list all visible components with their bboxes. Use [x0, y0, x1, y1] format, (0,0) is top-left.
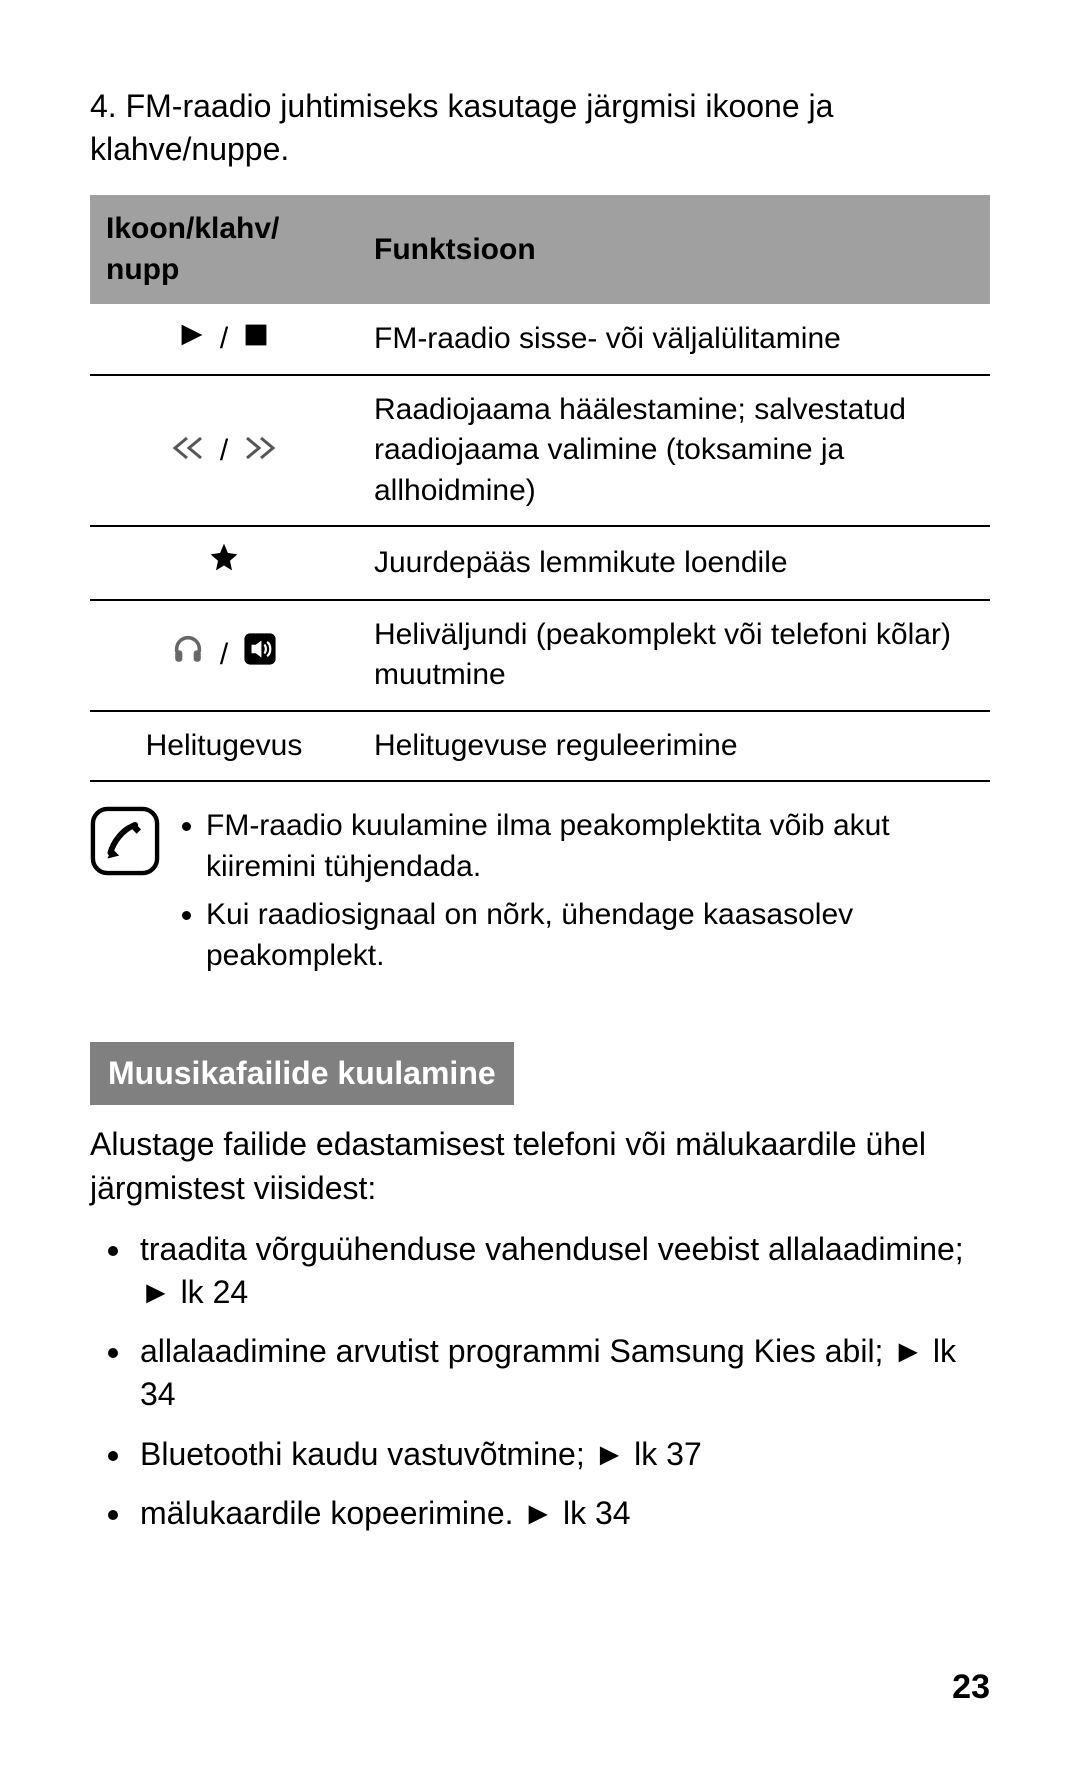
function-table: Ikoon/klahv/ nupp Funktsioon / FM-raadio…: [90, 195, 990, 782]
page-number: 23: [952, 1665, 990, 1711]
note-list: FM-raadio kuulamine ilma peakomplektita …: [182, 806, 990, 984]
func-text: Juurdepääs lemmikute loendile: [358, 526, 990, 600]
forward-icon: [243, 431, 277, 472]
section-bullets: traadita võrguühenduse vahendusel veebis…: [90, 1228, 990, 1535]
note-icon: [90, 806, 160, 876]
separator: /: [220, 322, 237, 355]
th-icon: Ikoon/klahv/ nupp: [90, 195, 358, 304]
separator: /: [220, 434, 237, 467]
separator: /: [220, 638, 237, 671]
func-text: FM-raadio sisse- või väljalülitamine: [358, 304, 990, 374]
table-row: Juurdepääs lemmikute loendile: [90, 526, 990, 600]
note-item: FM-raadio kuulamine ilma peakomplektita …: [206, 806, 990, 887]
star-icon: [208, 541, 240, 585]
th-func: Funktsioon: [358, 195, 990, 304]
note-box: FM-raadio kuulamine ilma peakomplektita …: [90, 806, 990, 984]
table-row: Helitugevus Helitugevuse reguleerimine: [90, 711, 990, 782]
table-row: / Raadiojaama häälestamine; salvestatud …: [90, 375, 990, 527]
func-text: Helitugevuse reguleerimine: [358, 711, 990, 782]
list-item: Bluetoothi kaudu vastuvõtmine; ► lk 37: [134, 1433, 990, 1476]
intro-paragraph: 4. FM-raadio juhtimiseks kasutage järgmi…: [90, 85, 990, 171]
list-item: mälukaardile kopeerimine. ► lk 34: [134, 1492, 990, 1535]
func-text: Heliväljundi (peakomplekt või telefoni k…: [358, 600, 990, 711]
table-row: / Heliväljundi (peakomplekt või telefoni…: [90, 600, 990, 711]
note-item: Kui raadiosignaal on nõrk, ühendage kaas…: [206, 895, 990, 976]
stop-icon: [243, 319, 269, 360]
table-row: / FM-raadio sisse- või väljalülitamine: [90, 304, 990, 374]
headphones-icon: [171, 632, 205, 678]
speaker-icon: [243, 632, 277, 678]
rewind-icon: [171, 431, 205, 472]
intro-text: 4. FM-raadio juhtimiseks kasutage järgmi…: [90, 88, 833, 167]
list-item: allalaadimine arvutist programmi Samsung…: [134, 1330, 990, 1416]
play-icon: [179, 319, 205, 360]
section-title: Muusikafailide kuulamine: [90, 1042, 514, 1105]
list-item: traadita võrguühenduse vahendusel veebis…: [134, 1228, 990, 1314]
row-label: Helitugevus: [90, 711, 358, 782]
section-paragraph: Alustage failide edastamisest telefoni v…: [90, 1123, 990, 1209]
func-text: Raadiojaama häälestamine; salvestatud ra…: [358, 375, 990, 527]
